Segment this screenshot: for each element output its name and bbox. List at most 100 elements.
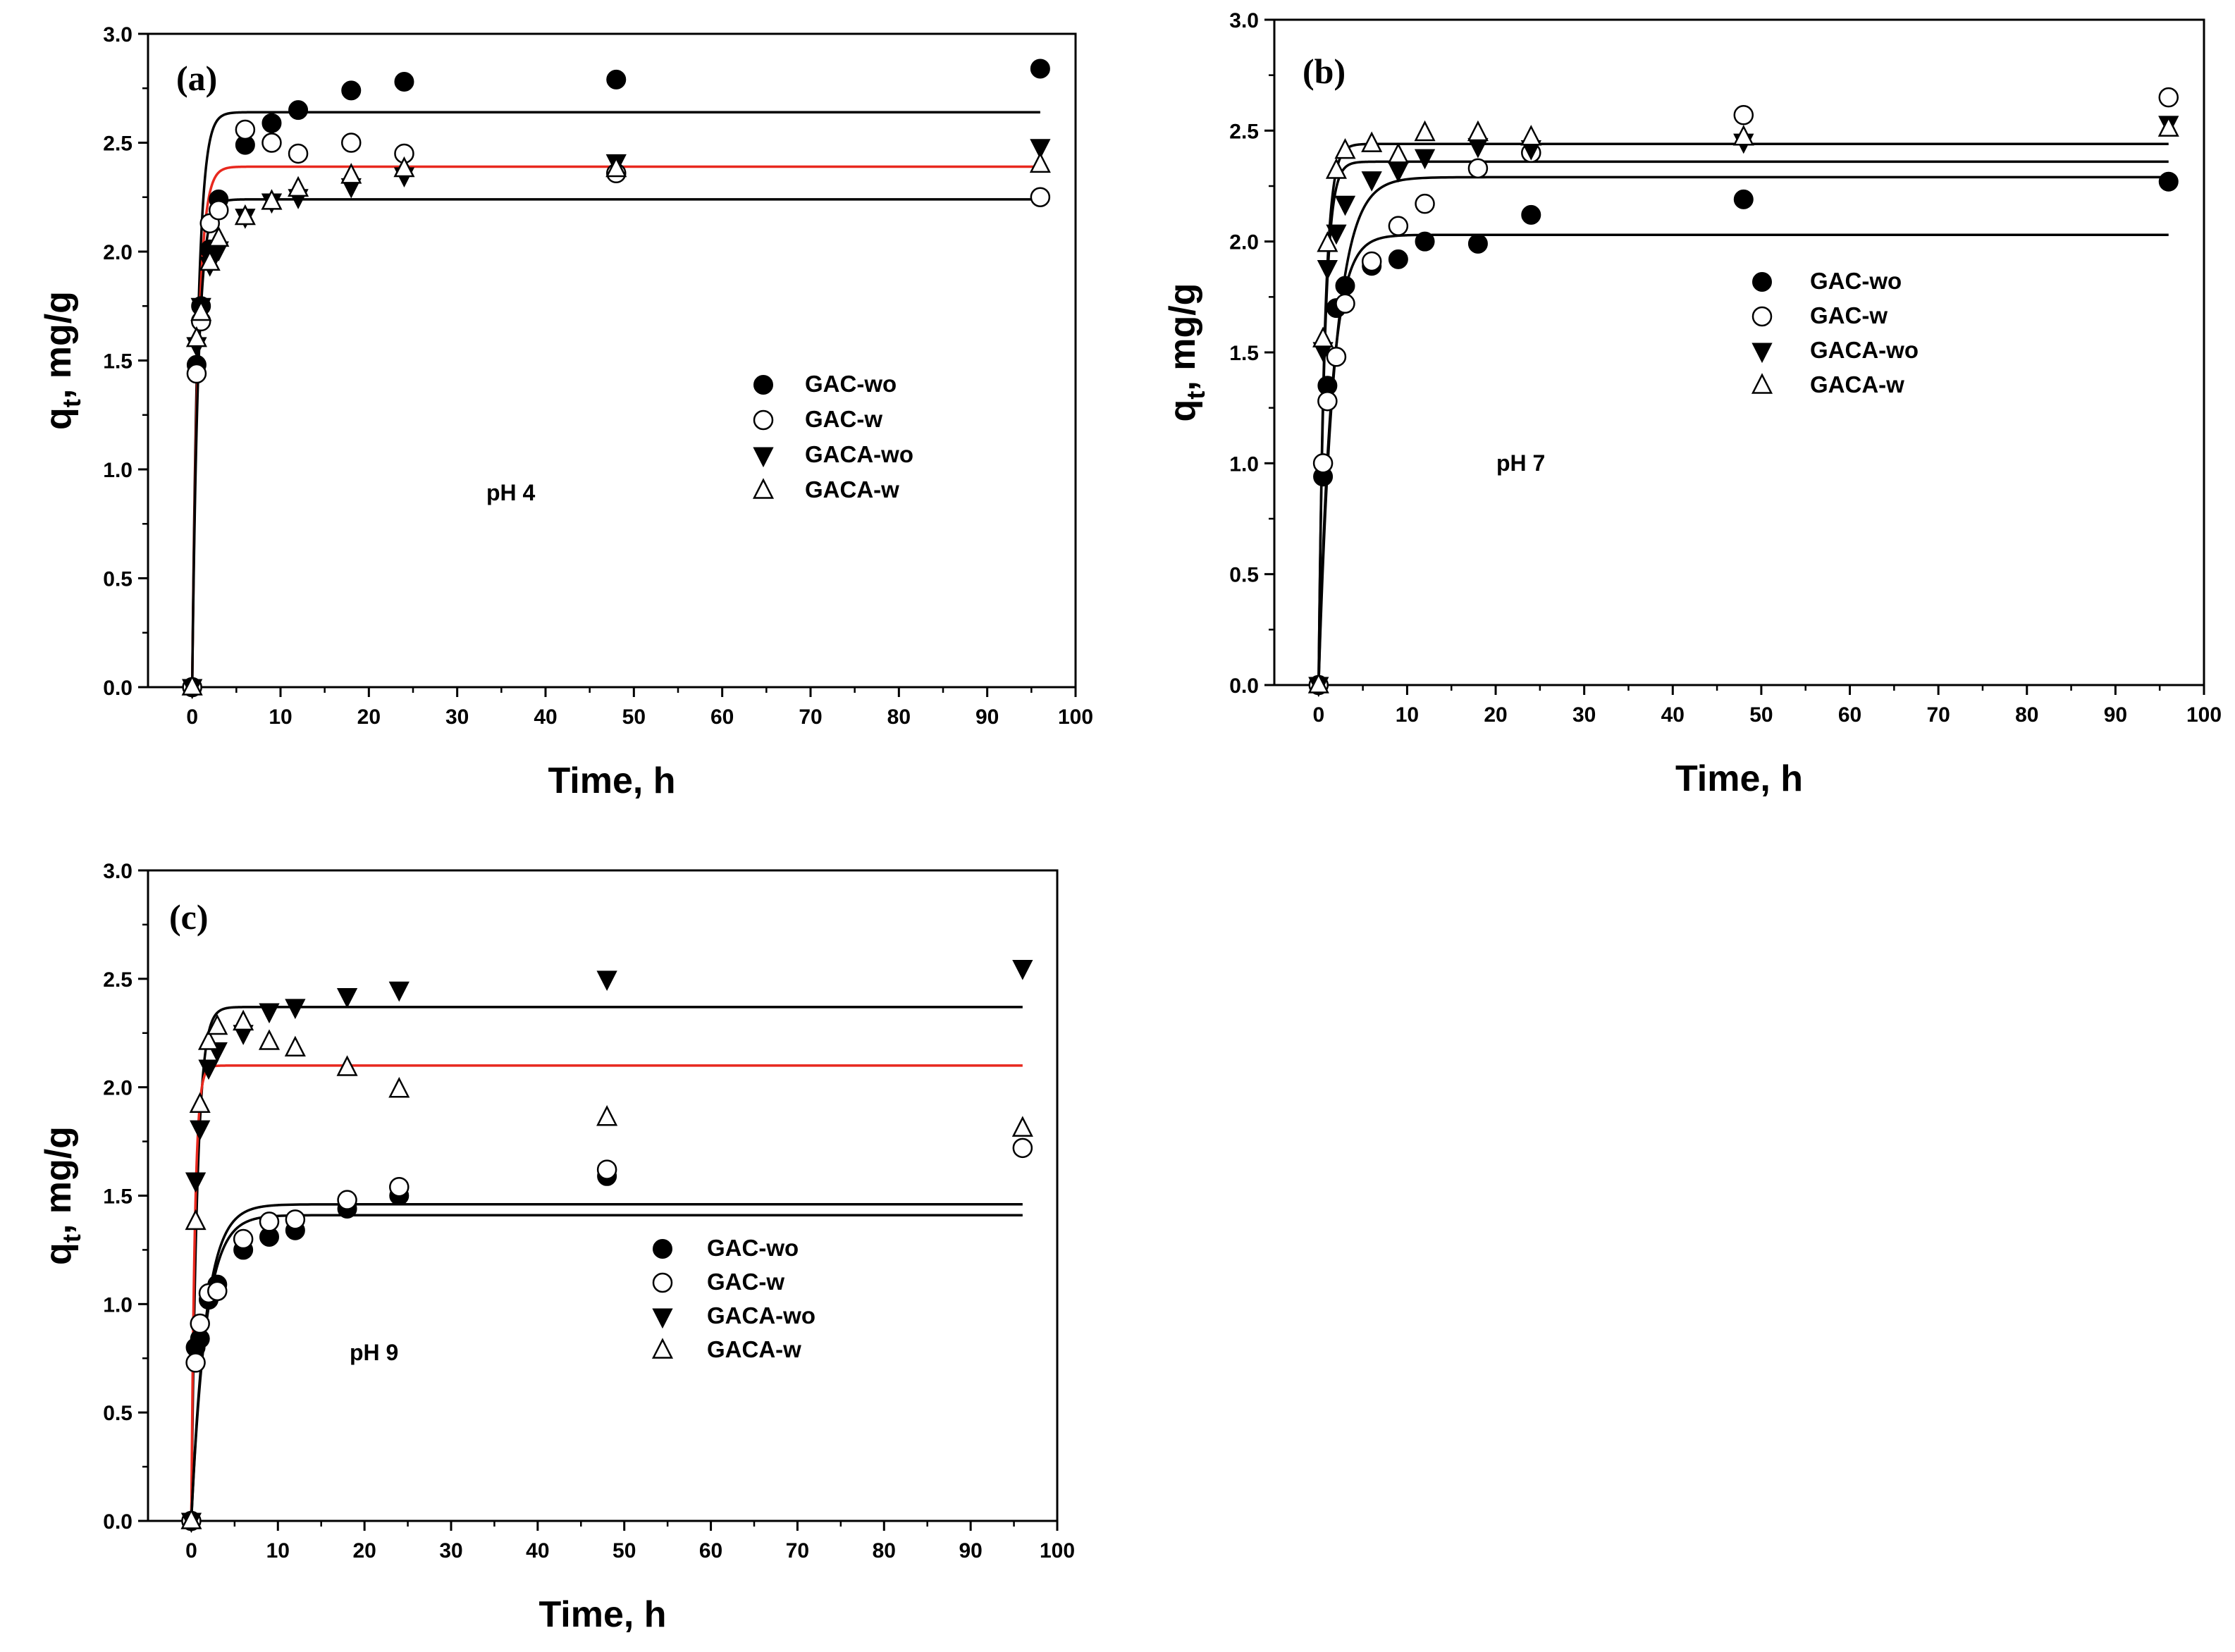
data-point [209,200,229,221]
data-point [606,69,627,90]
data-point [258,1029,281,1050]
data-point [394,71,414,92]
y-tick-label: 1.0 [1229,452,1259,476]
data-point [1415,231,1435,252]
fit-curve-2 [190,165,1040,688]
data-point [2158,171,2179,192]
y-tick-label: 1.5 [103,350,133,374]
legend-marker [1751,306,1773,327]
x-tick-label: 60 [1838,703,1861,727]
data-point [1325,158,1347,179]
y-tick-label: 2.0 [103,1077,133,1100]
data-point [234,204,256,226]
x-tick-label: 40 [526,1539,549,1562]
data-point [596,1105,618,1126]
panel-label: (b) [1303,51,1346,91]
fit-curve-1 [190,1006,1023,1522]
x-axis-title: Time, h [538,1594,666,1635]
data-point [1361,171,1382,192]
data-point [1414,149,1436,170]
x-tick-label: 20 [1484,703,1507,727]
legend-label: GAC-wo [707,1235,799,1261]
y-axis-title-main: q [1162,400,1203,422]
data-point [2157,116,2179,137]
fit-curve-4 [1317,233,2169,686]
fit-curve-3 [190,1203,1023,1522]
fit-curve-4 [190,1214,1023,1522]
x-tick-label: 70 [799,705,822,729]
data-point [1732,125,1754,146]
data-point [207,1281,228,1302]
y-tick-label: 0.0 [103,1510,133,1534]
panel-label: (c) [169,897,209,937]
data-point [336,1055,358,1076]
data-point [284,1035,306,1057]
y-tick-label: 0.0 [1229,674,1259,698]
data-point [235,119,256,140]
legend-label: GACA-w [707,1336,801,1362]
data-point [605,156,627,178]
x-tick-label: 70 [786,1539,809,1562]
chart-panel-2: 0 10 20 30 40 50 60 70 80 90 100 0.0 0.5 1.0 1.5 2.0 2.5… [1162,9,2222,799]
data-point [189,1092,211,1113]
x-tick-label: 50 [622,705,646,729]
legend-marker [1751,343,1773,364]
x-tick-label: 100 [2186,703,2222,727]
data-point [1415,193,1435,214]
ph-annotation: pH 4 [486,480,536,505]
data-point [1312,453,1334,474]
y-axis-title-sub: t [1181,391,1210,400]
fit-curve-2 [1317,160,2169,686]
series-gac-wo [181,1138,1033,1531]
y-axis-title-main: q [38,1243,79,1265]
data-point [1335,293,1355,314]
x-tick-label: 90 [2104,703,2127,727]
fit-curve-3 [1317,175,2169,686]
y-tick-label: 2.5 [103,968,133,992]
legend-marker [753,409,774,431]
series-gaca-w [181,152,1051,696]
data-point [233,1009,254,1031]
data-point [1030,139,1051,159]
x-tick-label: 100 [1040,1539,1075,1562]
x-tick-label: 80 [2015,703,2038,727]
y-tick-label: 3.0 [103,860,133,883]
data-point [1388,249,1408,269]
x-tick-label: 100 [1058,705,1093,729]
data-point [2158,87,2179,108]
x-tick-label: 90 [959,1539,982,1562]
legend-label: GAC-w [1810,302,1888,328]
data-point [208,226,230,247]
data-point [197,1029,220,1050]
data-point [199,249,221,271]
legend-marker [653,1239,672,1259]
x-axis-title: Time, h [1675,758,1803,799]
y-tick-label: 1.0 [103,1293,133,1317]
ph-annotation: pH 9 [350,1340,398,1365]
data-point [596,970,617,991]
x-tick-label: 30 [445,705,469,729]
y-tick-label: 0.0 [103,677,133,700]
legend-label: GACA-wo [707,1302,815,1329]
y-axis-title-unit: , mg/g [38,1126,79,1234]
data-point [388,981,410,1002]
data-point [261,132,282,153]
y-tick-label: 1.5 [1229,342,1259,365]
data-point [207,1013,228,1035]
data-point [1312,326,1334,347]
data-point [185,1352,206,1373]
x-tick-label: 10 [269,705,292,729]
x-tick-label: 70 [1926,703,1950,727]
data-point [198,1059,219,1080]
data-point [337,1190,357,1210]
series-gac-w [181,1138,1033,1531]
x-tick-label: 50 [612,1539,636,1562]
legend: GAC-wo GAC-w GACA-wo GACA-w [752,371,913,503]
data-point [261,189,283,210]
plot-frame [147,32,1077,689]
y-axis-title-main: q [38,407,79,430]
data-point [1361,131,1383,152]
legend-label: GACA-wo [805,441,913,467]
data-point [285,1209,306,1230]
y-tick-label: 2.5 [1229,120,1259,143]
